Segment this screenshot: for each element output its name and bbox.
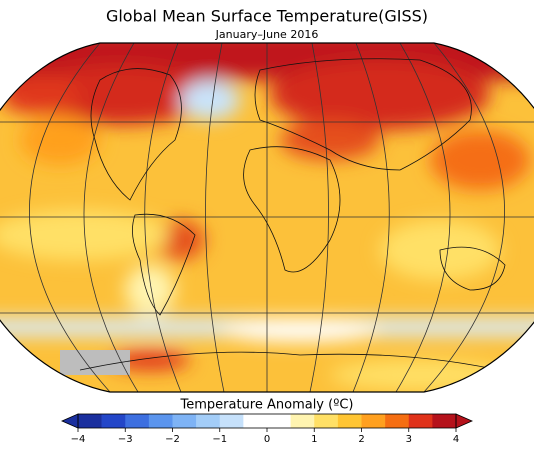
subtitle: January–June 2016 (215, 28, 319, 41)
anomaly-field (0, 43, 534, 390)
graticule (0, 43, 534, 392)
colorbar-tick-label: 1 (311, 434, 317, 445)
colorbar-bin (172, 414, 197, 428)
colorbar-tick-label: −1 (212, 434, 227, 445)
colorbar-bin (219, 414, 244, 428)
colorbar-tick-label: 0 (264, 434, 270, 445)
colorbar-label: Temperature Anomaly (ºC) (180, 398, 354, 413)
coastlines (79, 58, 521, 376)
colorbar-bin (267, 414, 291, 428)
colorbar-bin (361, 414, 386, 428)
map-border (0, 42, 534, 393)
colorbar-bin (78, 414, 102, 428)
colorbar-bin (314, 414, 339, 428)
colorbar-bin (408, 414, 433, 428)
colorbar-bin (196, 414, 221, 428)
colorbar-bin (337, 414, 362, 428)
colorbar: −4 −3 −2 −1 0 1 2 3 4 (61, 413, 473, 445)
colorbar-high-arrow (455, 413, 473, 429)
map (0, 43, 534, 392)
title: Global Mean Surface Temperature(GISS) (106, 7, 428, 26)
colorbar-tick-label: 3 (406, 434, 412, 445)
colorbar-bin (385, 414, 410, 428)
colorbar-tick-label: 2 (358, 434, 364, 445)
colorbar-bin (432, 414, 457, 428)
colorbar-bin (101, 414, 126, 428)
colorbar-bin (243, 414, 268, 428)
colorbar-tick-label: −3 (118, 434, 133, 445)
colorbar-tick-label: −4 (71, 434, 86, 445)
colorbar-bin (290, 414, 315, 428)
colorbar-bin (148, 414, 173, 428)
colorbar-tick-label: −2 (165, 434, 180, 445)
colorbar-bin (125, 414, 150, 428)
colorbar-tick-label: 4 (453, 434, 459, 445)
colorbar-low-arrow (61, 413, 79, 429)
